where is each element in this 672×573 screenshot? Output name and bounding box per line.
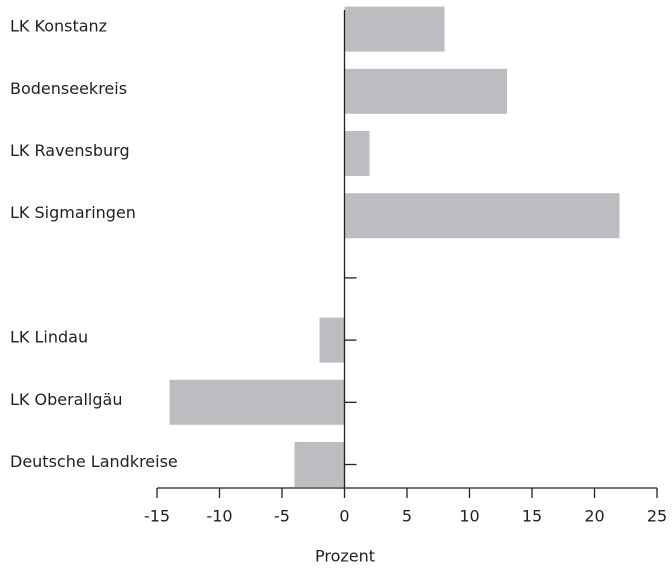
y-tick-label: Bodenseekreis bbox=[10, 79, 127, 98]
bar bbox=[319, 317, 345, 363]
y-tick-label: LK Lindau bbox=[10, 328, 88, 347]
bar bbox=[344, 131, 370, 176]
bar bbox=[344, 68, 507, 114]
y-tick-label: LK Ravensburg bbox=[10, 141, 130, 160]
y-tick-label: LK Oberallgäu bbox=[10, 390, 122, 409]
x-tick-label: 10 bbox=[459, 507, 479, 526]
x-tick-label: 25 bbox=[647, 507, 667, 526]
x-tick-label: -15 bbox=[144, 507, 170, 526]
x-tick-label: 5 bbox=[402, 507, 412, 526]
x-tick-label: -5 bbox=[274, 507, 290, 526]
x-axis-title: Prozent bbox=[315, 547, 375, 566]
y-tick-label: LK Sigmaringen bbox=[10, 203, 136, 222]
bar bbox=[294, 442, 345, 487]
y-tick-label: LK Konstanz bbox=[10, 17, 107, 36]
x-tick-label: 20 bbox=[584, 507, 604, 526]
bar bbox=[344, 6, 445, 52]
x-tick-label: 0 bbox=[339, 507, 349, 526]
y-tick-label: Deutsche Landkreise bbox=[10, 452, 178, 471]
x-tick-label: 15 bbox=[522, 507, 542, 526]
x-tick-label: -10 bbox=[206, 507, 232, 526]
bar bbox=[169, 379, 345, 425]
bar bbox=[344, 193, 620, 239]
